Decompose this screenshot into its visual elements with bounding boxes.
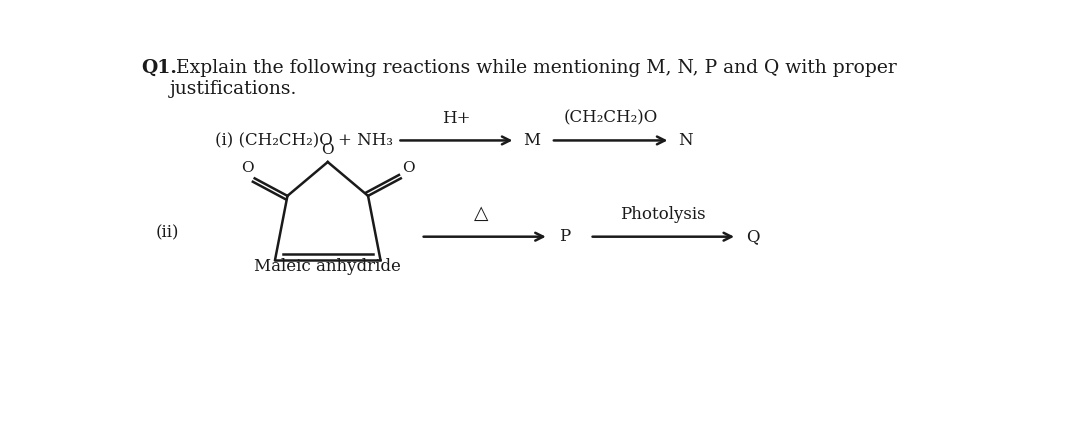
Text: Q: Q [746,228,760,245]
Text: M: M [523,132,540,149]
Text: Maleic anhydride: Maleic anhydride [254,258,401,275]
Text: O: O [322,144,334,157]
Text: (CH₂CH₂)O: (CH₂CH₂)O [564,109,658,127]
Text: P: P [559,228,570,245]
Text: N: N [679,132,693,149]
Text: Photolysis: Photolysis [621,206,706,223]
Text: (i) (CH₂CH₂)O + NH₃: (i) (CH₂CH₂)O + NH₃ [215,132,393,149]
Text: H+: H+ [442,109,471,127]
Text: △: △ [474,205,489,223]
Text: (ii): (ii) [155,225,179,242]
Text: O: O [402,161,415,175]
Text: O: O [240,161,253,175]
Text: Q1.: Q1. [142,59,178,77]
Text: Explain the following reactions while mentioning M, N, P and Q with proper
justi: Explain the following reactions while me… [169,59,896,98]
